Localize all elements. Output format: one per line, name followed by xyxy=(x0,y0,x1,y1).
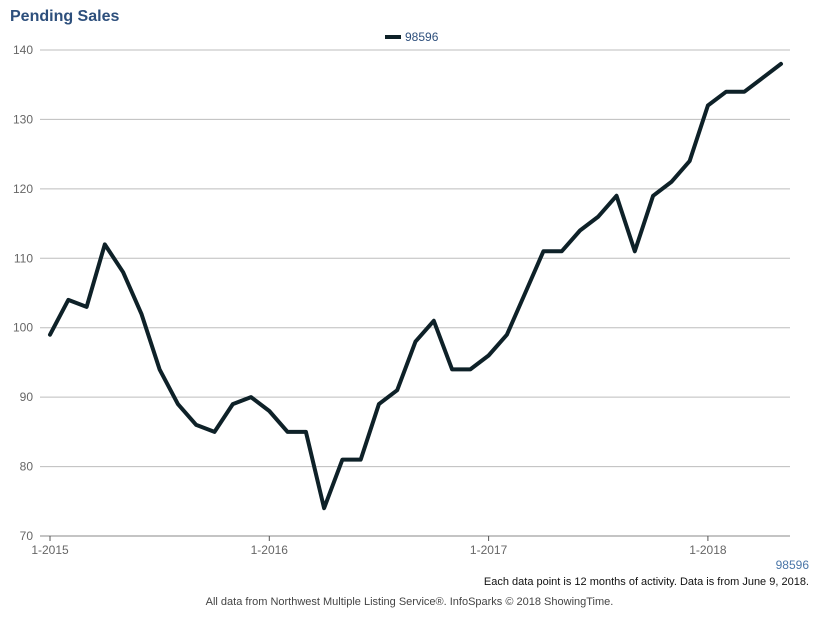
x-tick-label: 1-2017 xyxy=(470,543,508,557)
x-axis: 1-2015 1-2016 1-2017 1-2018 xyxy=(31,536,727,557)
y-tick-label: 130 xyxy=(13,112,33,126)
y-tick-label: 80 xyxy=(20,460,34,474)
series-line xyxy=(48,61,783,511)
grid-lines xyxy=(40,49,790,537)
y-tick-label: 140 xyxy=(13,43,33,57)
legend: 98596 xyxy=(385,30,439,44)
x-tick-label: 1-2016 xyxy=(251,543,289,557)
y-axis: 70 80 90 100 110 120 130 140 xyxy=(13,43,33,543)
x-tick-label: 1-2018 xyxy=(689,543,727,557)
corner-label: 98596 xyxy=(775,558,809,572)
y-tick-label: 70 xyxy=(20,529,34,543)
y-tick-label: 120 xyxy=(13,182,33,196)
series-layer xyxy=(48,61,783,511)
x-tick-label: 1-2015 xyxy=(31,543,69,557)
footer-credit: All data from Northwest Multiple Listing… xyxy=(205,596,614,608)
chart-title: Pending Sales xyxy=(10,8,120,25)
y-tick-label: 110 xyxy=(14,251,33,265)
y-tick-label: 90 xyxy=(20,390,34,404)
data-note: Each data point is 12 months of activity… xyxy=(483,576,809,588)
legend-label: 98596 xyxy=(405,30,439,44)
y-tick-label: 100 xyxy=(13,321,33,335)
